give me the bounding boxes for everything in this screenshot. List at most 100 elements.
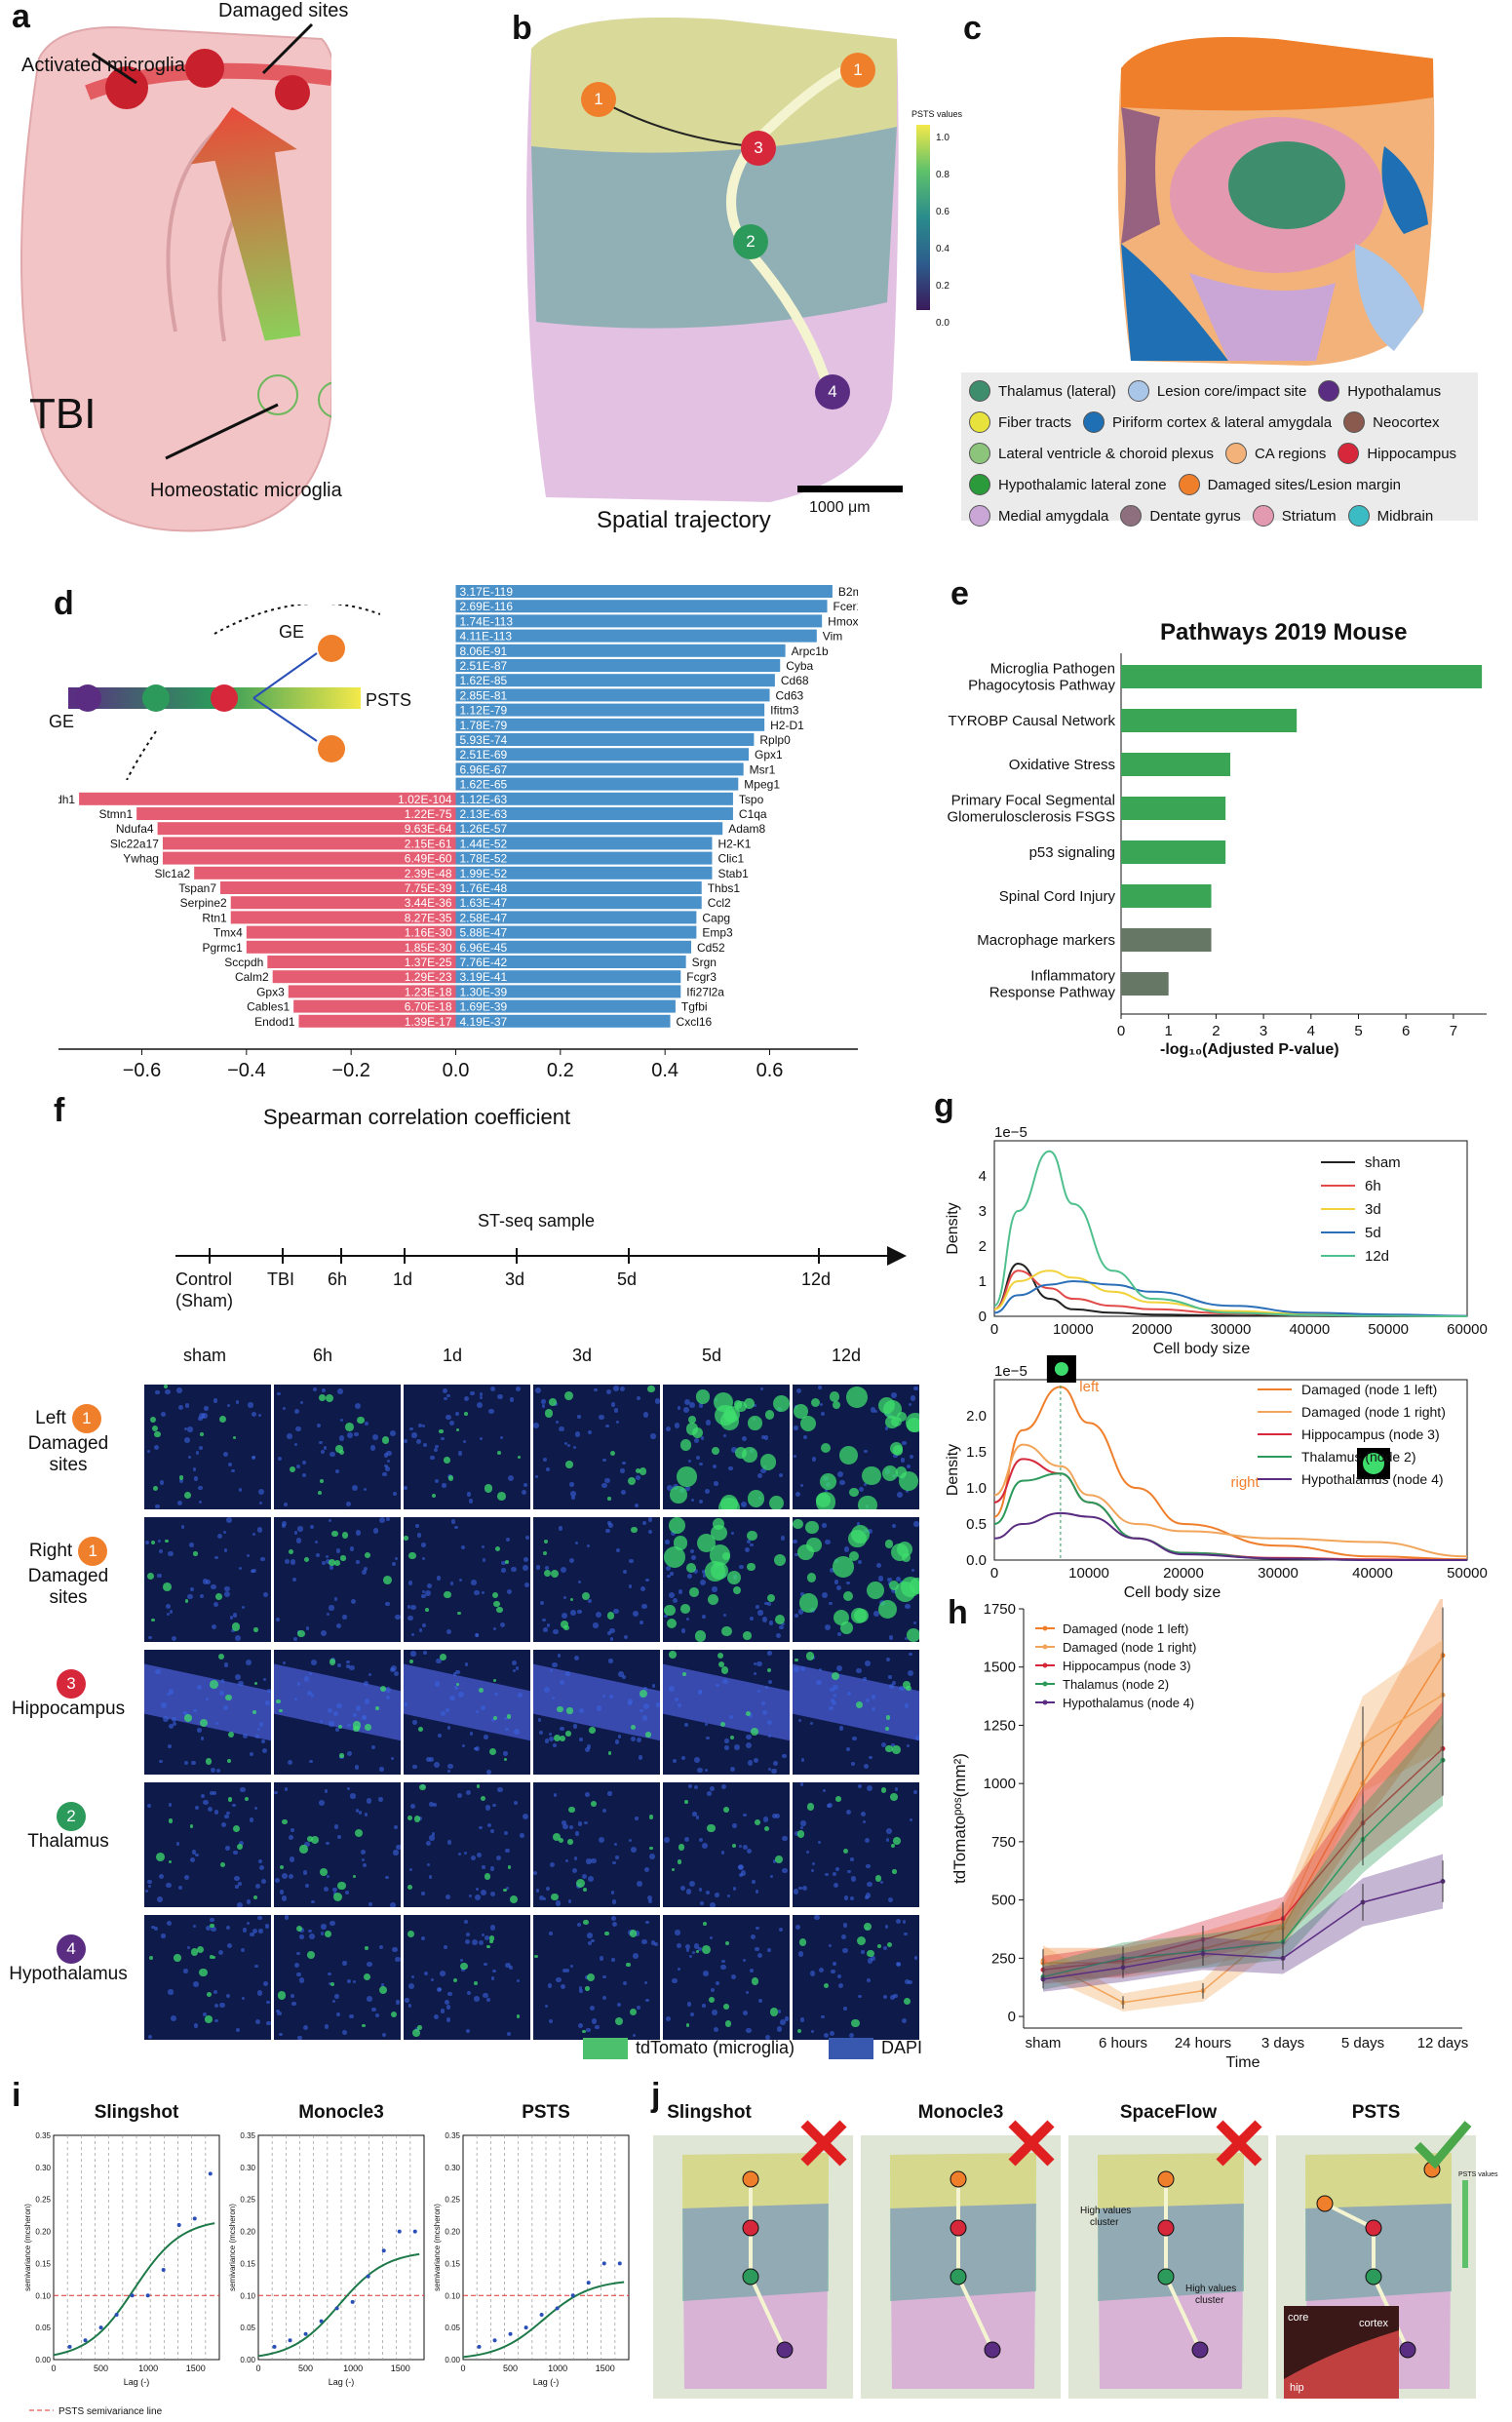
trajectory-node [1157, 2219, 1175, 2237]
semivariance-point [98, 2325, 103, 2330]
semivariance-title: Slingshot [95, 2102, 179, 2123]
gene-label: Thbs1 [708, 881, 741, 895]
semivariance-point [397, 2229, 402, 2234]
row-node-badge: 4 [57, 1934, 86, 1964]
y-tick-label: 1.0 [966, 1480, 987, 1497]
micrograph-tile [793, 1650, 919, 1775]
x-tick-label: 0 [1117, 1023, 1125, 1039]
high-values-label: High values [1080, 2206, 1131, 2216]
timeline-12d: 12d [801, 1270, 832, 1289]
colorbar [1462, 2180, 1468, 2268]
column-header: 5d [702, 1346, 722, 1365]
y-tick-label: 0.10 [35, 2291, 51, 2300]
p-value-label: 1.85E-30 [405, 941, 452, 955]
positive-bar [455, 748, 750, 762]
gene-label: Arpc1b [792, 645, 829, 658]
positive-bar [455, 600, 828, 613]
gene-label: Tmx4 [213, 926, 243, 940]
node-1-left: 1 [581, 82, 616, 117]
fail-x-stroke [800, 2120, 847, 2167]
psts-schematic [68, 605, 380, 780]
gene-label: Srgn [692, 956, 717, 969]
tissue-mid-region [682, 2204, 829, 2301]
pathways-title: Pathways 2019 Mouse [1160, 619, 1408, 645]
trajectory-path [1164, 2179, 1202, 2351]
inset-cortex-label: cortex [1359, 2318, 1388, 2329]
semivariance-title: Monocle3 [298, 2102, 384, 2123]
x-tick-label: 2 [1212, 1023, 1220, 1039]
y-tick-label: 2.0 [966, 1408, 987, 1425]
x-tick-label: 1000 [138, 2363, 158, 2373]
y-tick-label: 1 [979, 1273, 987, 1290]
gene-label: Hmox1 [828, 614, 858, 628]
y-axis-label: Density [945, 1202, 961, 1254]
x-tick-label: 3 days [1261, 2035, 1304, 2051]
semivariance-point [161, 2268, 166, 2272]
positive-bar [455, 733, 755, 746]
semivariance-point [508, 2331, 513, 2336]
node-4: 4 [815, 374, 850, 410]
y-tick-label: 0.15 [445, 2259, 460, 2268]
exponent-label: 1e−5 [994, 1124, 1027, 1141]
gene-label: Stab1 [717, 867, 749, 880]
positive-bar [455, 866, 713, 879]
legend-marker [1042, 1681, 1048, 1687]
gene-label: Ndufa4 [116, 822, 154, 836]
negative-bar [230, 896, 456, 910]
semivariance-point [555, 2306, 560, 2311]
timeline-tbi: TBI [267, 1270, 295, 1289]
cell-thumbnail-cell [1054, 1362, 1068, 1376]
gene-label: Tspo [739, 793, 764, 806]
micrograph-tile [793, 1385, 919, 1509]
positive-bar [455, 807, 733, 820]
micrograph-tile [404, 1517, 530, 1642]
trajectory-node [742, 2268, 759, 2285]
legend-item: Hypothalamic lateral zone [969, 474, 1167, 495]
timeline-5d: 5d [617, 1270, 638, 1289]
p-value-label: 3.17E-119 [460, 585, 514, 599]
negative-bar [136, 807, 456, 820]
legend-label: 3d [1365, 1201, 1381, 1218]
timeline-title: ST-seq sample [478, 1211, 596, 1231]
row-label: 2 Thalamus [0, 1802, 136, 1853]
legend-label: Damaged (node 1 left) [1301, 1382, 1437, 1397]
density-line [993, 1270, 1468, 1317]
semivariance-point [288, 2338, 292, 2343]
x-tick-label: 40000 [1289, 1321, 1330, 1338]
x-tick-label: 0 [990, 1565, 998, 1582]
x-axis-label: Lag (-) [124, 2377, 150, 2387]
legend-marker [1042, 1644, 1048, 1650]
positive-bar [455, 837, 713, 850]
p-value-label: 6.96E-67 [460, 762, 508, 776]
colorbar-title: PSTS values [1458, 2171, 1498, 2178]
gene-label: Cd63 [776, 688, 804, 702]
inset-region [1284, 2330, 1399, 2399]
semivariance-point [350, 2299, 355, 2304]
x-tick-label: 1500 [596, 2363, 615, 2373]
gene-label: Pgrmc1 [202, 941, 243, 955]
psts-label: PSTS [366, 690, 412, 710]
y-tick-label: 0.10 [445, 2291, 460, 2300]
high-values-label: cluster [1195, 2295, 1224, 2306]
row-node-badge: 3 [57, 1669, 86, 1699]
p-value-label: 6.49E-60 [405, 852, 452, 866]
pathway-label: Glomerulosclerosis FSGS [947, 809, 1115, 826]
semivariance-point [586, 2281, 591, 2285]
legend-label: 12d [1365, 1248, 1389, 1265]
pathway-xlabel: -log₁₀(Adjusted P-value) [1160, 1041, 1339, 1058]
legend-item: Hypothalamus [1318, 380, 1441, 402]
y-tick-label: 2 [979, 1238, 987, 1255]
p-value-label: 1.39E-17 [405, 1015, 452, 1029]
y-tick-label: 0.25 [240, 2196, 255, 2205]
micrograph-tile [144, 1782, 271, 1907]
trajectory-node [1157, 2170, 1175, 2188]
positive-bar [455, 851, 713, 865]
x-tick-label: 0 [255, 2363, 260, 2373]
legend-label: PSTS semivariance line [58, 2406, 163, 2417]
row-node-badge: 1 [71, 1404, 101, 1433]
gene-label: Fcgr3 [686, 970, 717, 984]
series-line [1042, 1880, 1444, 1980]
column-header: 3d [572, 1346, 593, 1365]
panel-label-f: f [54, 1092, 65, 1129]
